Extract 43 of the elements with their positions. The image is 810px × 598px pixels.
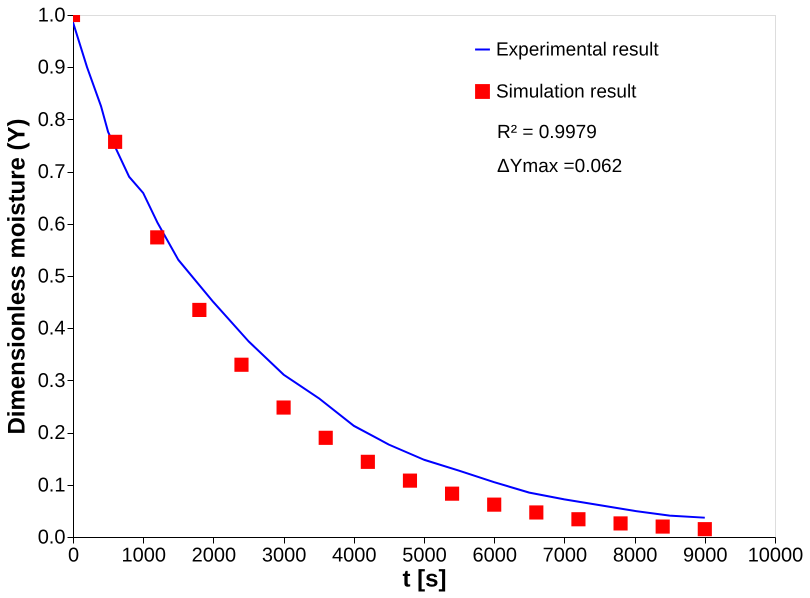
point — [276, 400, 291, 415]
x-tick-label: 7000 — [542, 544, 588, 566]
y-tick-label: 0.9 — [38, 56, 66, 79]
point — [571, 512, 586, 526]
x-tick-label: 0 — [68, 544, 80, 566]
annotation: R² = 0.9979 — [497, 122, 597, 143]
point — [318, 430, 333, 445]
legend-label: Simulation result — [496, 82, 638, 102]
annotation: ΔYmax =0.062 — [497, 156, 622, 177]
point — [108, 134, 122, 149]
point — [529, 505, 544, 520]
legend-label: Experimental result — [496, 40, 660, 60]
x-tick-label: 6000 — [472, 544, 517, 566]
point — [234, 358, 249, 372]
y-tick-label: 0.1 — [38, 474, 66, 496]
x-axis-title: t [s] — [402, 566, 446, 592]
y-tick-label: 0.6 — [38, 213, 66, 236]
x-tick-label: 1000 — [121, 544, 166, 566]
y-axis-title: Dimensionless moisture (Y) — [4, 118, 31, 435]
x-tick-label: 5000 — [402, 544, 447, 566]
y-tick-label: 0.3 — [38, 370, 66, 392]
point — [150, 230, 164, 244]
y-tick-label: 0.4 — [38, 318, 66, 340]
y-tick-label: 0.7 — [38, 161, 66, 184]
y-tick-label: 0.5 — [38, 266, 66, 288]
point — [613, 516, 628, 530]
x-tick-label: 8000 — [612, 544, 658, 566]
x-tick-label: 9000 — [683, 544, 728, 566]
point — [360, 454, 375, 469]
point — [656, 519, 670, 534]
y-tick-label: 0.0 — [38, 526, 66, 548]
x-tick-label: 2000 — [192, 544, 236, 566]
x-tick-label: 10000 — [748, 544, 804, 566]
point — [487, 498, 502, 512]
x-tick-label: 4000 — [332, 544, 377, 566]
x-tick-label: 3000 — [262, 544, 306, 566]
y-tick-label: 0.2 — [38, 422, 66, 444]
point — [698, 522, 712, 536]
point — [445, 486, 460, 501]
point — [402, 474, 418, 488]
point — [192, 302, 206, 317]
y-tick-label: 0.8 — [38, 108, 66, 131]
y-tick-label: 1.0 — [38, 4, 66, 26]
